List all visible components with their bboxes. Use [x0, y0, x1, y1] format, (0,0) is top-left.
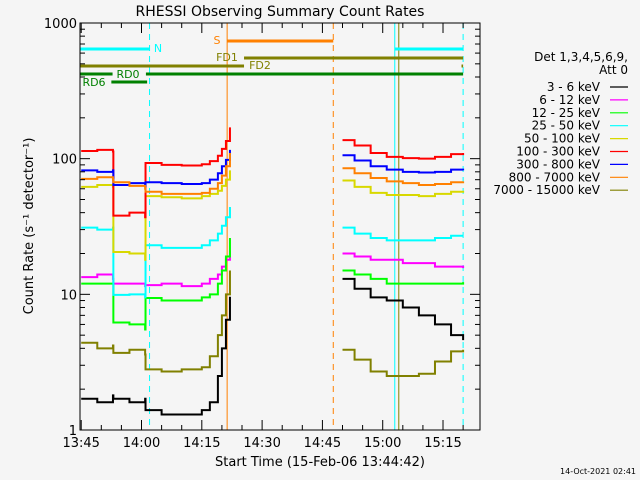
series-line-8 — [81, 270, 465, 378]
y-tick-label: 100 — [52, 153, 77, 168]
x-tick-label: 14:45 — [304, 436, 341, 451]
legend-label: 25 - 50 keV — [532, 119, 601, 133]
legend-label: 12 - 25 keV — [532, 106, 601, 120]
series-line-1 — [81, 250, 465, 288]
flag-label-fd2: FD2 — [249, 59, 271, 72]
x-axis-label: Start Time (15-Feb-06 13:44:42) — [215, 455, 425, 470]
legend-label: 50 - 100 keV — [524, 132, 601, 146]
legend-label: 300 - 800 keV — [516, 157, 600, 171]
series-lines — [81, 127, 465, 416]
chart-title: RHESSI Observing Summary Count Rates — [136, 4, 425, 20]
legend-label: 800 - 7000 keV — [509, 170, 601, 184]
flag-label-s: S — [214, 34, 221, 47]
series-line-5 — [81, 127, 465, 219]
plot-frame — [79, 22, 481, 431]
series-line-7 — [81, 153, 465, 195]
legend-label: 3 - 6 keV — [547, 80, 601, 94]
x-tick-label: 14:15 — [183, 436, 220, 451]
axes: 1 10 100 1000 13:45 14:00 14:15 14:30 14:45 15:00… — [44, 17, 481, 451]
legend-label: 100 - 300 keV — [516, 145, 600, 159]
y-tick-label: 1000 — [44, 17, 77, 32]
y-axis-label: Count Rate (s⁻¹ detector⁻¹) — [22, 138, 37, 315]
flag-label-n: N — [154, 42, 162, 55]
x-tick-label: 14:00 — [123, 436, 160, 451]
marker-lines — [79, 23, 464, 430]
y-tick-label: 1 — [69, 424, 77, 439]
generated-timestamp: 14-Oct-2021 02:41 — [560, 467, 636, 476]
series-line-0 — [81, 277, 465, 416]
flag-bars: S N FD1 FD2 RD0 RD6 — [80, 34, 464, 89]
x-tick-label: 15:00 — [364, 436, 401, 451]
legend-label: 7000 - 15000 keV — [493, 183, 600, 197]
legend-header-attenuator: Att 0 — [599, 63, 628, 77]
series-line-2 — [81, 238, 465, 331]
flag-label-rd0: RD0 — [116, 68, 139, 81]
legend-label: 6 - 12 keV — [539, 93, 601, 107]
y-tick-label: 10 — [60, 288, 77, 303]
x-tick-label: 14:30 — [243, 436, 280, 451]
flag-label-rd6: RD6 — [82, 76, 105, 89]
x-tick-label: 15:15 — [424, 436, 461, 451]
x-tick-label: 13:45 — [62, 436, 99, 451]
legend-header-detectors: Det 1,3,4,5,6,9, — [534, 50, 628, 64]
series-line-6 — [81, 149, 465, 187]
flag-label-fd1: FD1 — [216, 51, 238, 64]
